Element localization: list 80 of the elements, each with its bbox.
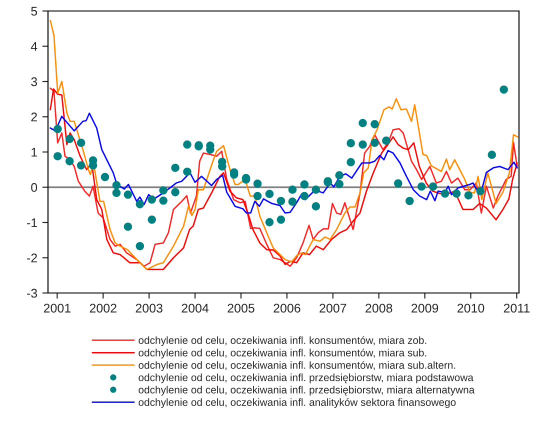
point (394, 179, 402, 188)
x-tick-label: 2003 (136, 304, 162, 313)
point (124, 222, 132, 231)
point (417, 182, 426, 191)
point (288, 198, 297, 206)
point (452, 189, 461, 198)
legend-label: odchylenie od celu, oczekiwania infl. przedsiębiorstw, miara alternatywna (138, 386, 475, 396)
point (276, 196, 286, 206)
point (53, 152, 62, 160)
x-tick-label: 2002 (90, 304, 116, 313)
legend-label: odchylenie od celu, oczekiwania infl. przedsiębiorstw, miara podstawowa (138, 374, 474, 384)
point (346, 158, 355, 166)
point (312, 186, 320, 194)
x-tick-label: 2005 (228, 304, 254, 313)
x-tick-label: 2008 (366, 304, 392, 313)
y-tick-label: 3 (31, 77, 38, 86)
point (300, 192, 309, 200)
y-tick-label: 0 (31, 183, 38, 192)
point (136, 200, 144, 208)
point (76, 138, 86, 147)
point (112, 180, 121, 190)
point (148, 195, 156, 204)
point (159, 186, 168, 195)
point (335, 180, 344, 188)
y-tick-label: 5 (31, 6, 38, 16)
x-tick-label: 2004 (182, 304, 209, 313)
point (370, 120, 379, 128)
x-tick-label: 2010 (457, 304, 484, 313)
point (476, 186, 485, 196)
point (428, 182, 438, 191)
x-tick-label: 2001 (44, 304, 70, 313)
legend-label: odchylenie od celu, oczekiwania infl. konsumentów, miara sub. (138, 348, 426, 358)
point (300, 180, 309, 189)
point (312, 202, 320, 210)
point (112, 188, 121, 198)
x-tick-label: 2009 (412, 304, 438, 313)
point (253, 180, 262, 188)
x-tick-label: 2011 (504, 304, 530, 313)
y-tick-label: -1 (27, 218, 37, 228)
point (358, 118, 367, 128)
point (464, 191, 473, 200)
y-tick-label: -2 (27, 254, 37, 262)
point (265, 190, 274, 198)
point (370, 138, 379, 147)
point (253, 192, 262, 200)
x-tick-label: 2007 (320, 304, 346, 313)
point (171, 164, 180, 172)
point (440, 189, 450, 198)
point (76, 161, 86, 170)
point (124, 190, 132, 199)
legend-label: odchylenie od celu, oczekiwania infl. konsumentów, miara sub.altern. (138, 361, 456, 371)
point (65, 134, 74, 144)
point (53, 124, 62, 134)
point (183, 168, 192, 176)
y-tick-label: 1 (32, 148, 37, 157)
point (265, 218, 274, 226)
point (335, 171, 344, 180)
point (500, 85, 508, 94)
point (183, 140, 192, 149)
line-series (50, 20, 518, 270)
y-tick-label: 4 (30, 42, 38, 51)
point (148, 216, 156, 224)
point (358, 140, 367, 149)
point (65, 157, 74, 166)
x-tick-label: 2006 (274, 304, 300, 313)
y-tick-label: 2 (31, 112, 37, 122)
line-series (50, 112, 518, 214)
point (382, 136, 390, 145)
point (276, 216, 286, 224)
legend-label: odchylenie od celu, oczekiwania infl. konsumentów, miara zob. (138, 336, 426, 346)
point (288, 186, 297, 194)
point (136, 242, 144, 250)
point (100, 172, 110, 182)
y-tick-label: -3 (27, 288, 38, 298)
point (405, 196, 414, 206)
point (488, 150, 496, 159)
legend-label: odchylenie od celu, oczekiwania infl. analityków sektora finansowego (138, 398, 456, 408)
point (346, 139, 355, 148)
point (159, 196, 168, 205)
point (171, 188, 180, 196)
